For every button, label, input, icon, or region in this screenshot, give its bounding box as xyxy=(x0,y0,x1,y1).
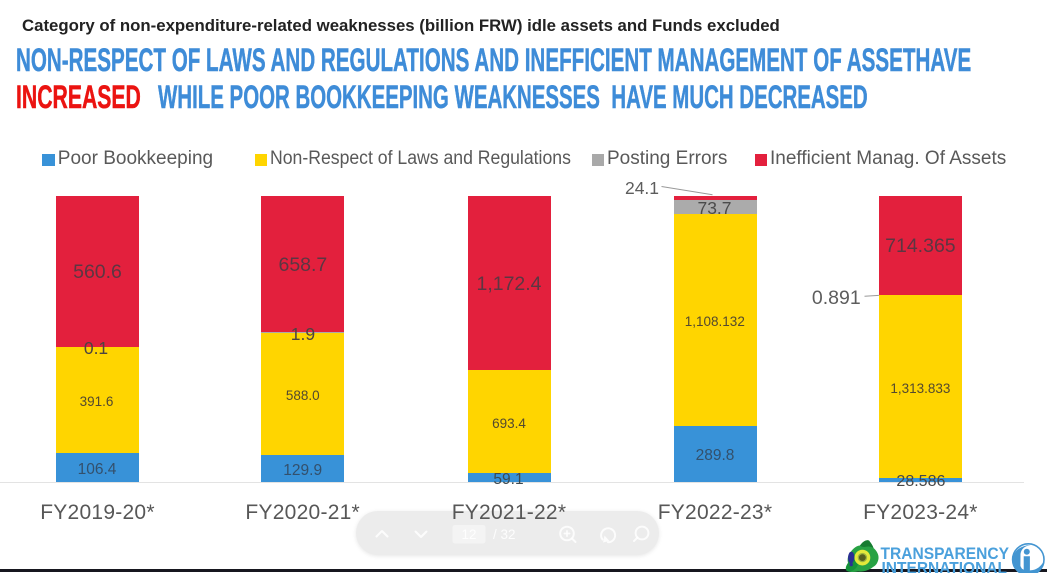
svg-text:INTERNATIONAL: INTERNATIONAL xyxy=(882,560,1008,573)
svg-text:TRANSPARENCY: TRANSPARENCY xyxy=(881,545,1010,563)
svg-text:/ 32: / 32 xyxy=(493,526,516,541)
svg-text:12: 12 xyxy=(461,526,476,541)
